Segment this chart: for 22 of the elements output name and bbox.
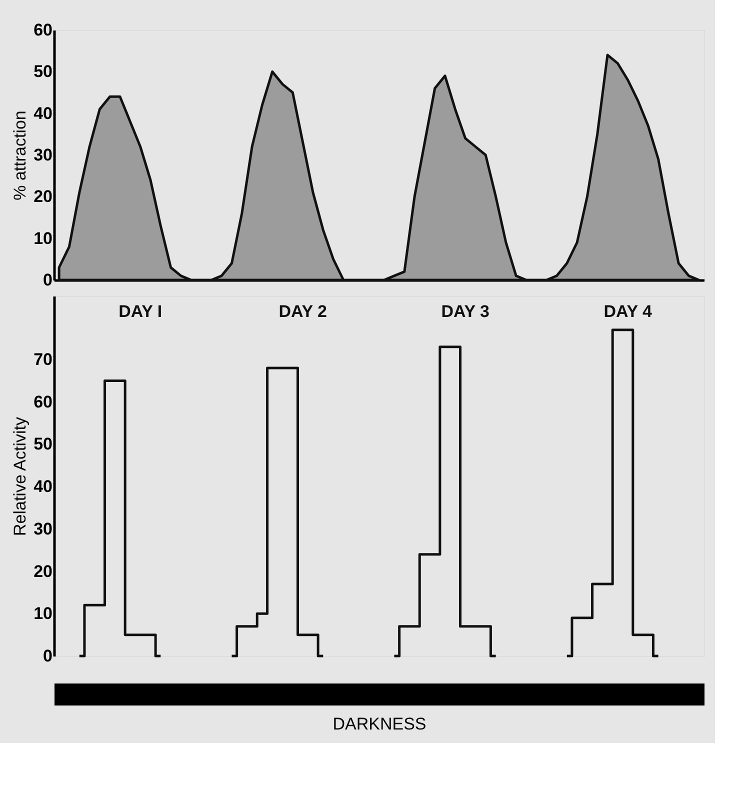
y-tick-label: 40: [34, 477, 52, 496]
annotation: DAY I: [118, 302, 162, 321]
annotation: DAY 4: [604, 302, 652, 321]
y-tick-label: 60: [34, 392, 52, 412]
annotation: DAY 2: [278, 302, 327, 321]
y-tick-label: 50: [34, 434, 52, 454]
x-axis-title: DARKNESS: [332, 714, 426, 734]
y-axis-title: % attraction: [10, 110, 30, 200]
y-tick-label: 30: [34, 519, 52, 538]
annotation: DAY 3: [441, 302, 490, 321]
y-tick-label: 40: [34, 104, 52, 123]
y-tick-label: 10: [34, 604, 52, 624]
y-tick-label: 60: [34, 20, 52, 40]
y-tick-label: 0: [43, 270, 52, 290]
y-tick-label: 30: [34, 146, 52, 164]
y-tick-label: 10: [34, 228, 52, 248]
y-tick-label: 50: [34, 62, 52, 82]
y-axis-title: Relative Activity: [10, 416, 30, 536]
y-tick-label: 20: [34, 187, 52, 206]
y-tick-label: 0: [43, 646, 52, 666]
y-tick-label: 20: [34, 562, 52, 581]
y-tick-label: 70: [34, 350, 52, 370]
